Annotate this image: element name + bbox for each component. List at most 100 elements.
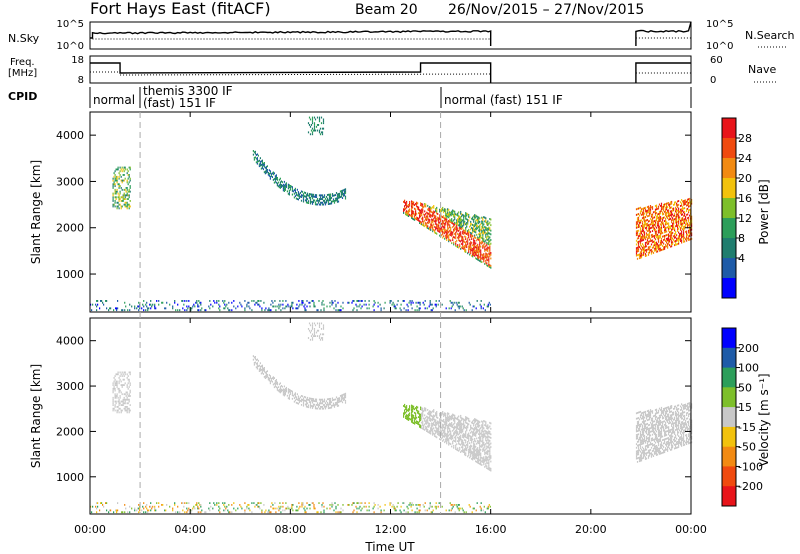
power-cell [269,170,271,173]
power-cell [657,231,660,234]
velocity-cell [453,414,455,416]
velocity-cell [440,420,442,423]
velocity-cell [315,331,318,334]
power-cell [445,221,447,224]
power-cell [683,215,685,217]
power-cell [466,222,468,224]
power-cell [338,194,341,197]
velocity-cell [442,427,444,430]
velocity-cell [244,502,246,504]
velocity-cell [472,447,474,450]
velocity-cell [480,507,482,510]
power-cell [488,226,490,229]
velocity-cell [450,417,452,420]
velocity-cell [635,436,638,438]
power-cell [323,194,326,197]
velocity-cell [474,421,476,424]
power-cell [146,305,148,308]
power-cell [112,198,114,200]
power-cell [650,250,653,253]
power-cell [487,227,489,230]
velocity-cell [124,400,126,403]
power-cell [197,305,199,308]
velocity-cell [256,367,258,370]
power-cell [117,168,119,171]
power-cell [486,221,488,224]
velocity-cell [466,422,468,424]
power-cell [120,168,122,171]
power-cell [660,223,663,225]
velocity-cell [373,505,375,508]
power-cell [461,215,463,218]
power-cell [652,246,655,249]
power-cell [477,236,479,239]
velocity-cell [651,412,654,414]
power-cell [344,188,347,191]
velocity-cell [490,467,492,470]
power-cell [311,202,314,205]
power-cell [474,240,476,242]
velocity-cell [454,414,456,417]
velocity-cell [478,460,480,463]
velocity-cell [644,410,647,413]
velocity-cell [649,443,652,446]
power-cell [683,220,685,223]
power-cell [688,229,690,232]
velocity-cell [456,425,458,427]
velocity-cell [123,396,125,399]
velocity-cell [414,417,416,420]
velocity-cell [654,452,657,455]
power-cell [685,217,687,220]
power-cell [425,222,427,224]
velocity-cell [429,424,431,427]
power-cell [429,206,431,208]
power-cell [658,231,661,234]
power-cell [684,222,686,224]
power-cell [127,198,129,200]
power-cell [653,247,656,250]
power-cell [148,307,150,310]
power-cell [389,301,391,304]
power-cell [429,228,431,231]
power-cell [478,250,480,252]
power-cell [307,194,310,197]
power-cell [478,222,480,225]
power-cell [154,303,156,306]
power-cell [688,216,690,219]
power-cell [642,252,645,254]
power-cell [649,206,652,209]
velocity-cell [650,430,653,433]
power-cell [660,221,663,224]
power-cell [270,175,272,177]
power-cell [268,307,270,310]
power-cell [436,225,438,228]
power-cell [639,247,642,250]
velocity-cell [284,391,286,394]
velocity-cell [464,450,466,452]
velocity-cell [646,444,649,447]
power-cell [437,227,439,230]
power-cell [638,220,641,222]
power-cell [432,307,434,310]
velocity-cell [287,397,289,400]
velocity-cell [462,450,464,453]
power-cell [335,309,337,312]
velocity-cell [655,450,658,453]
velocity-cell [436,414,438,417]
power-cell [657,226,660,228]
velocity-cell [654,436,657,439]
power-cell [482,226,484,229]
power-cell [676,219,678,222]
velocity-cell [423,410,425,412]
velocity-cell [654,409,657,411]
power-cell [228,301,230,304]
power-cell [665,223,667,226]
velocity-cell [344,396,347,399]
velocity-cell [403,405,405,407]
power-cell [441,226,443,229]
velocity-cell [448,427,450,430]
power-cell [470,243,472,245]
velocity-cell [281,389,283,392]
velocity-cell [421,425,423,428]
power-cell [680,221,682,224]
